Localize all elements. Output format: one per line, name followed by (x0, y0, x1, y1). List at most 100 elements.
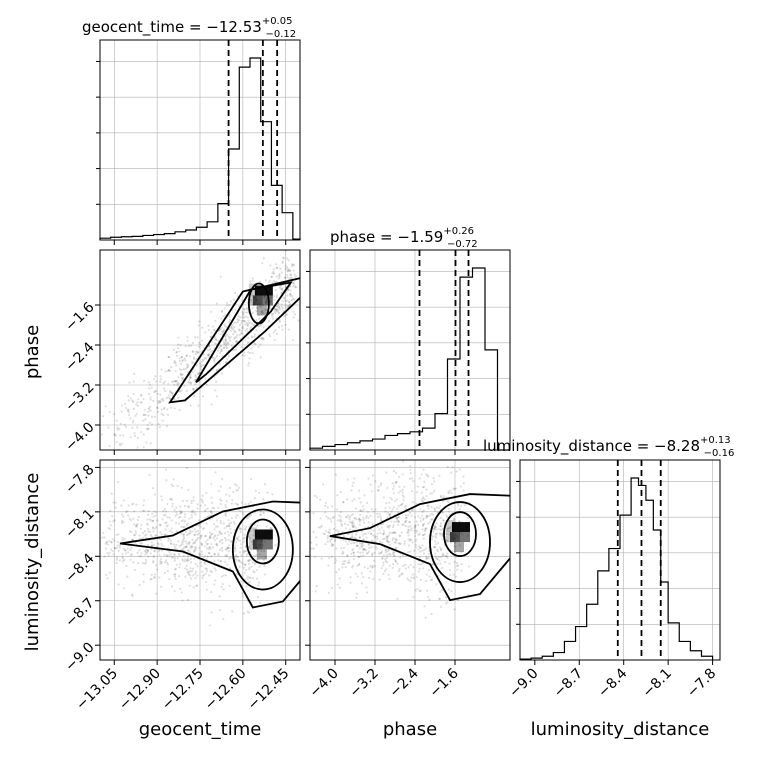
joint-phase-luminosity_distance-sample (406, 550, 410, 554)
joint-geocent_time-luminosity_distance-sample (233, 522, 236, 525)
joint-geocent_time-luminosity_distance-sample (188, 532, 191, 535)
joint-geocent_time-phase-sample (167, 396, 170, 399)
joint-geocent_time-phase-sample (189, 376, 192, 379)
joint-geocent_time-phase-sample (267, 319, 270, 323)
joint-geocent_time-luminosity_distance-sample (177, 522, 181, 525)
joint-geocent_time-luminosity_distance-sample (183, 516, 186, 519)
joint-geocent_time-luminosity_distance-sample (146, 550, 150, 553)
joint-phase-luminosity_distance-sample (446, 515, 449, 518)
joint-geocent_time-luminosity_distance-sample (146, 543, 149, 547)
joint-geocent_time-luminosity_distance-sample (163, 553, 166, 556)
joint-geocent_time-luminosity_distance-sample (204, 567, 207, 570)
joint-geocent_time-luminosity_distance-sample (207, 546, 211, 549)
joint-geocent_time-phase-sample (156, 392, 159, 395)
joint-phase-luminosity_distance-sample (446, 556, 449, 559)
joint-geocent_time-luminosity_distance-sample (187, 549, 190, 552)
joint-geocent_time-luminosity_distance-sample (128, 517, 131, 520)
joint-phase-luminosity_distance-sample (352, 525, 355, 529)
joint-geocent_time-luminosity_distance-sample (209, 510, 212, 513)
joint-phase-luminosity_distance-sample (399, 503, 403, 507)
joint-geocent_time-phase-sample (165, 397, 168, 400)
joint-geocent_time-phase-sample (225, 341, 228, 344)
joint-geocent_time-luminosity_distance-sample (214, 534, 217, 537)
xtick-label-geocent_time-2: −12.75 (159, 666, 207, 714)
joint-geocent_time-luminosity_distance-sample (149, 533, 153, 537)
joint-geocent_time-luminosity_distance-sample (114, 506, 117, 509)
joint-geocent_time-phase-sample (148, 387, 151, 390)
joint-geocent_time-phase-sample (214, 342, 217, 345)
joint-geocent_time-phase-sample (194, 350, 197, 353)
joint-phase-luminosity_distance-sample (439, 546, 442, 549)
joint-geocent_time-phase-sample (265, 308, 268, 312)
joint-phase-luminosity_distance-sample (353, 541, 356, 544)
joint-geocent_time-phase-sample (185, 389, 188, 393)
joint-phase-luminosity_distance-sample (367, 521, 370, 524)
joint-geocent_time-luminosity_distance-sample (220, 585, 223, 588)
joint-phase-luminosity_distance-sample (410, 538, 413, 542)
joint-phase-luminosity_distance-sample (403, 542, 406, 546)
joint-geocent_time-luminosity_distance-sample (136, 518, 140, 522)
joint-phase-luminosity_distance-sample (410, 508, 414, 512)
joint-geocent_time-luminosity_distance-sample (224, 574, 228, 577)
joint-phase-luminosity_distance-sample (394, 531, 397, 535)
joint-geocent_time-phase-sample (173, 380, 177, 383)
joint-phase-luminosity_distance-sample (330, 538, 334, 541)
joint-geocent_time-luminosity_distance-sample (172, 478, 175, 481)
joint-phase-luminosity_distance-sample (385, 568, 388, 571)
joint-geocent_time-luminosity_distance-sample (209, 510, 213, 513)
joint-phase-luminosity_distance-sample (392, 487, 395, 491)
joint-phase-luminosity_distance-sample (362, 516, 365, 519)
joint-phase-luminosity_distance-sample (447, 490, 450, 493)
joint-geocent_time-luminosity_distance-sample (232, 520, 235, 523)
joint-geocent_time-phase-sample (233, 337, 236, 341)
joint-geocent_time-phase-sample (273, 298, 276, 301)
joint-geocent_time-luminosity_distance-sample (190, 499, 193, 503)
joint-geocent_time-luminosity_distance-sample (181, 538, 184, 541)
joint-geocent_time-luminosity_distance-sample (208, 548, 211, 551)
xtick-label-luminosity_distance-0: −9.0 (506, 666, 541, 701)
joint-phase-luminosity_distance-sample (425, 527, 428, 530)
joint-phase-luminosity_distance-sample (438, 597, 441, 600)
joint-geocent_time-phase-sample (108, 444, 111, 447)
joint-geocent_time-luminosity_distance-sample (249, 558, 253, 562)
ytick-label-phase-0: −4.0 (62, 419, 97, 454)
joint-geocent_time-luminosity_distance-sample (242, 566, 246, 569)
joint-geocent_time-luminosity_distance-sample (145, 558, 148, 562)
joint-geocent_time-phase-sample (168, 397, 172, 400)
joint-phase-luminosity_distance-sample (415, 491, 418, 494)
joint-phase-luminosity_distance-sample (386, 486, 389, 489)
joint-geocent_time-phase-sample (134, 434, 137, 437)
joint-geocent_time-phase-sample (246, 323, 250, 327)
joint-phase-luminosity_distance-sample (346, 478, 349, 481)
joint-geocent_time-phase-sample (272, 312, 275, 315)
joint-geocent_time-phase-sample (178, 357, 181, 360)
joint-phase-luminosity_distance-sample (351, 566, 354, 569)
joint-geocent_time-phase-density-0 (254, 285, 273, 296)
joint-geocent_time-luminosity_distance-sample (184, 567, 187, 570)
joint-geocent_time-luminosity_distance-sample (182, 540, 185, 543)
joint-geocent_time-phase-sample (246, 324, 249, 327)
joint-phase-luminosity_distance-sample (384, 510, 387, 513)
joint-phase-luminosity_distance-sample (410, 527, 413, 530)
joint-geocent_time-phase-sample (143, 408, 146, 411)
joint-phase-luminosity_distance-sample (415, 520, 418, 523)
joint-geocent_time-phase-sample (238, 333, 241, 337)
joint-phase-luminosity_distance-sample (418, 556, 421, 559)
joint-geocent_time-phase-sample (225, 342, 228, 346)
joint-phase-luminosity_distance-sample (431, 513, 434, 516)
joint-phase-luminosity_distance-sample (446, 500, 449, 503)
joint-geocent_time-luminosity_distance-sample (239, 530, 242, 533)
joint-phase-luminosity_distance-sample (398, 475, 401, 478)
joint-phase-luminosity_distance-sample (312, 530, 315, 534)
joint-geocent_time-luminosity_distance-sample (190, 570, 194, 573)
joint-geocent_time-luminosity_distance-sample (213, 583, 216, 586)
joint-phase-luminosity_distance-sample (398, 485, 401, 488)
joint-phase-luminosity_distance-sample (394, 541, 397, 544)
joint-phase-luminosity_distance-sample (424, 527, 427, 531)
joint-geocent_time-phase-sample (180, 356, 183, 359)
joint-phase-luminosity_distance-contour-mid (429, 501, 491, 583)
joint-geocent_time-phase-sample (258, 280, 262, 283)
joint-geocent_time-luminosity_distance-sample (179, 563, 182, 566)
joint-phase-luminosity_distance-sample (407, 538, 410, 541)
